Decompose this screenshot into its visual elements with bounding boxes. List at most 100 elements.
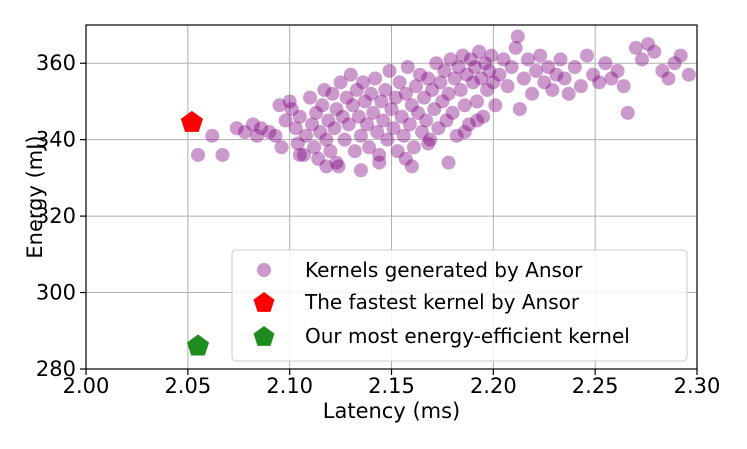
ansor-kernel-point <box>561 86 576 101</box>
ansor-kernel-point <box>353 163 368 178</box>
ansor-kernel-point <box>474 71 489 86</box>
ansor-kernel-point <box>553 52 568 67</box>
ansor-kernel-point <box>372 147 387 162</box>
ansor-kernel-point <box>437 63 452 78</box>
ansor-kernel-point <box>486 75 501 90</box>
ansor-kernel-point <box>400 60 415 75</box>
ansor-kernel-point <box>254 121 269 136</box>
ansor-kernel-point <box>366 105 381 120</box>
ansor-kernel-point <box>429 56 444 71</box>
ansor-kernel-point <box>358 94 373 109</box>
ansor-kernel-point <box>398 86 413 101</box>
ansor-kernel-point <box>380 132 395 147</box>
y-axis-label: Energy (mJ) <box>23 135 47 258</box>
ansor-kernel-point <box>382 63 397 78</box>
ansor-kernel-point <box>445 105 460 120</box>
ansor-kernel-point <box>402 117 417 132</box>
ansor-kernel-point <box>404 159 419 174</box>
ansor-kernel-point <box>205 128 220 143</box>
energy-efficient-kernel-marker <box>186 334 210 356</box>
ansor-kernel-point <box>525 86 540 101</box>
ansor-kernel-point <box>545 82 560 97</box>
x-tick-label: 2.25 <box>572 374 619 398</box>
ansor-kernel-point <box>417 90 432 105</box>
ansor-kernel-point <box>586 67 601 82</box>
ansor-kernel-point <box>376 113 391 128</box>
ansor-kernel-point <box>349 82 364 97</box>
x-tick-label: 2.20 <box>470 374 517 398</box>
ansor-kernel-point <box>425 82 440 97</box>
ansor-kernel-point <box>370 125 385 140</box>
ansor-kernel-point <box>335 109 350 124</box>
ansor-kernel-point <box>419 113 434 128</box>
ansor-kernel-point <box>681 67 696 82</box>
ansor-kernel-point <box>573 79 588 94</box>
ansor-kernel-point <box>215 147 230 162</box>
ansor-kernel-point <box>516 71 531 86</box>
ansor-kernel-point <box>408 79 423 94</box>
ansor-kernel-point <box>290 136 305 151</box>
ansor-kernel-point <box>303 90 318 105</box>
ansor-kernel-point <box>468 60 482 75</box>
ansor-kernel-point <box>319 159 334 174</box>
ansor-kernel-point <box>329 102 344 117</box>
ansor-kernel-point <box>364 86 379 101</box>
ansor-kernel-point <box>396 128 411 143</box>
ansor-kernel-point <box>635 52 650 67</box>
y-tick-label: 280 <box>36 357 76 381</box>
ansor-kernel-point <box>610 63 625 78</box>
ansor-kernel-point <box>268 128 283 143</box>
ansor-kernel-point <box>421 136 436 151</box>
ansor-kernel-point <box>520 52 535 67</box>
ansor-kernel-point <box>337 132 352 147</box>
ansor-kernel-point <box>628 40 643 55</box>
ansor-kernel-point <box>549 67 564 82</box>
ansor-kernel-point <box>433 75 448 90</box>
ansor-kernel-point <box>319 132 334 147</box>
ansor-kernel-point <box>191 147 206 162</box>
ansor-kernel-point <box>278 113 293 128</box>
ansor-kernel-point <box>647 44 662 59</box>
y-tick-label: 360 <box>36 51 76 75</box>
ansor-kernel-point <box>353 128 368 143</box>
ansor-kernel-point <box>246 117 261 132</box>
ansor-kernel-point <box>461 117 476 132</box>
ansor-kernel-point <box>616 79 631 94</box>
legend-label-energy-efficient-kernel: Our most energy-efficient kernel <box>305 324 630 348</box>
ansor-kernel-point <box>457 98 472 113</box>
ansor-kernel-point <box>421 71 436 86</box>
ansor-kernel-point <box>313 125 328 140</box>
ansor-kernel-point <box>327 121 342 136</box>
ansor-kernel-point <box>441 155 456 170</box>
ansor-kernel-point <box>435 94 450 109</box>
ansor-kernel-point <box>392 75 407 90</box>
ansor-kernel-point <box>413 67 428 82</box>
ansor-kernel-point <box>451 60 466 75</box>
ansor-kernel-point <box>262 125 277 140</box>
ansor-kernel-point <box>492 67 507 82</box>
ansor-kernel-point <box>480 82 495 97</box>
ansor-kernel-point <box>463 52 478 67</box>
ansor-kernel-point <box>431 121 446 136</box>
ansor-kernel-point <box>512 102 527 117</box>
ansor-kernel-point <box>667 56 682 71</box>
ansor-kernel-point <box>272 98 287 113</box>
ansor-kernel-point <box>567 60 582 75</box>
ansor-kernel-point <box>368 71 383 86</box>
ansor-kernel-point <box>641 37 656 52</box>
ansor-kernel-point <box>459 67 474 82</box>
fastest-kernel-marker <box>180 110 203 132</box>
ansor-kernel-point <box>410 105 425 120</box>
ansor-kernel-point <box>592 75 607 90</box>
ansor-kernel-point <box>398 151 413 166</box>
ansor-kernel-point <box>504 60 519 75</box>
ansor-kernel-point <box>347 144 362 159</box>
data-points <box>180 29 696 356</box>
ansor-kernel-point <box>386 121 401 136</box>
ansor-kernel-point <box>655 63 670 78</box>
ansor-kernel-point <box>537 75 552 90</box>
axis-ticks: 2.00 2.05 2.10 2.15 2.20 2.25 2.30 280 300 320 340… <box>36 51 720 398</box>
y-tick-label: 300 <box>36 281 76 305</box>
ansor-kernel-point <box>296 147 311 162</box>
x-tick-label: 2.00 <box>63 374 110 398</box>
